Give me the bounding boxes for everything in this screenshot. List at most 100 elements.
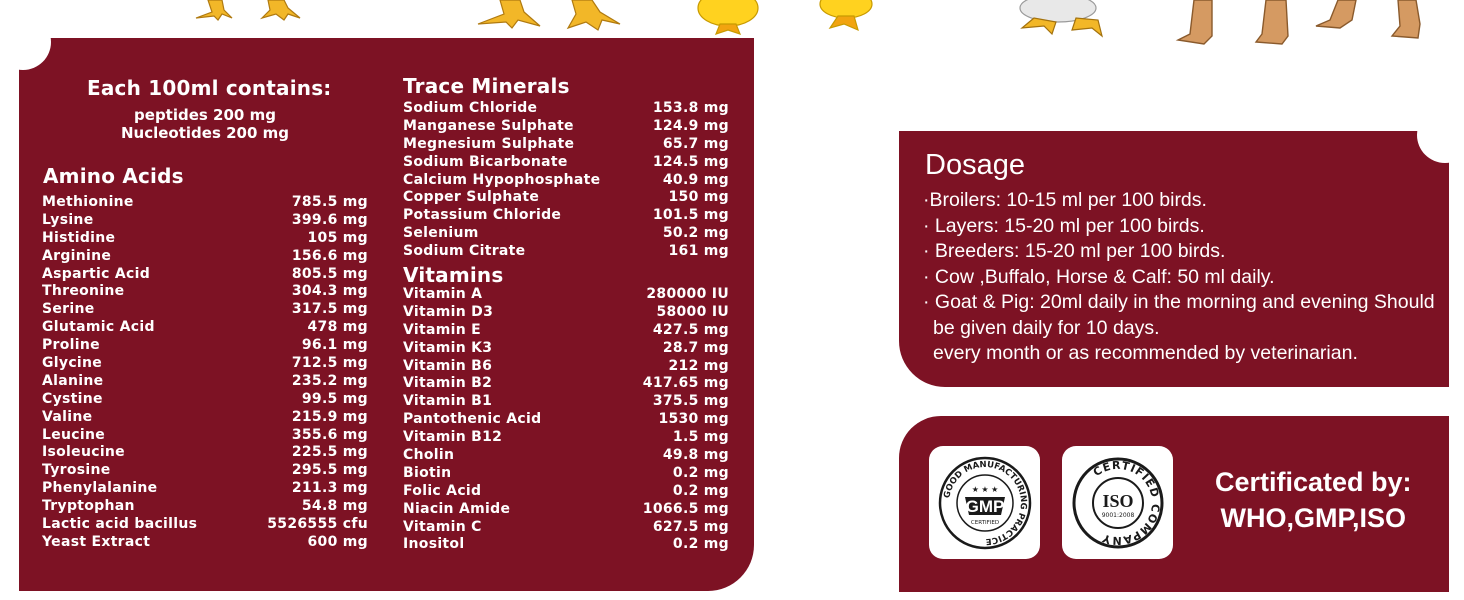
amino-acid-row-name: Lactic acid bacillus <box>42 516 198 533</box>
vitamin-row-name: Vitamin K3 <box>403 339 493 356</box>
amino-acid-row-name: Histidine <box>42 229 116 246</box>
amino-acid-row-amount: 235.2 mg <box>291 372 368 389</box>
amino-acid-row: Glutamic Acid 478 mg <box>42 319 368 337</box>
vitamin-row-name: Biotin <box>403 464 452 481</box>
iso-badge: CERTIFIED COMPANY ISO 9001:2008 <box>1062 446 1173 559</box>
amino-acid-row: Cystine 99.5 mg <box>42 391 368 409</box>
trace-mineral-row-amount: 150 mg <box>668 189 729 206</box>
vitamin-row-amount: 58000 IU <box>656 303 729 320</box>
amino-acid-row-amount: 600 mg <box>307 533 368 550</box>
trace-mineral-row-amount: 124.9 mg <box>652 117 729 134</box>
vitamin-row-name: Vitamin C <box>403 518 482 535</box>
trace-mineral-row-name: Selenium <box>403 225 479 242</box>
trace-mineral-row-name: Potassium Chloride <box>403 207 562 224</box>
amino-acid-row: Tyrosine 295.5 mg <box>42 462 368 480</box>
dosage-panel: Dosage ·Broilers: 10-15 ml per 100 birds… <box>899 107 1464 387</box>
vitamin-row-amount: 0.2 mg <box>672 536 729 553</box>
vitamin-row-amount: 1530 mg <box>658 411 729 428</box>
gmp-badge: GOOD MANUFACTURING PRACTICE GMP CERTIFIE… <box>929 446 1040 559</box>
amino-acid-row: Yeast Extract 600 mg <box>42 534 368 552</box>
amino-acid-row: Threonine 304.3 mg <box>42 283 368 301</box>
amino-acid-row-name: Glycine <box>42 355 103 372</box>
vitamin-row-amount: 375.5 mg <box>652 393 729 410</box>
dosage-line-cattle: · Cow ,Buffalo, Horse & Calf: 50 ml dail… <box>923 265 1275 288</box>
certification-statement: Certificated by: WHO,GMP,ISO <box>1215 464 1412 536</box>
dosage-line-frequency: every month or as recommended by veterin… <box>933 342 1358 364</box>
amino-acid-row-amount: 225.5 mg <box>291 444 368 461</box>
vitamin-row: Vitamin C 627.5 mg <box>403 519 729 537</box>
dosage-title: Dosage <box>925 149 1025 181</box>
vitamin-row: Biotin 0.2 mg <box>403 465 729 483</box>
amino-acid-row-amount: 54.8 mg <box>301 498 368 515</box>
trace-mineral-row: Potassium Chloride 101.5 mg <box>403 207 729 225</box>
amino-acid-row-amount: 785.5 mg <box>291 194 368 210</box>
amino-acid-row-name: Serine <box>42 301 95 318</box>
amino-acid-row: Aspartic Acid 805.5 mg <box>42 266 368 284</box>
amino-acid-row: Tryptophan 54.8 mg <box>42 498 368 516</box>
vitamin-row: Vitamin B6 212 mg <box>403 358 729 376</box>
amino-acid-row: Serine 317.5 mg <box>42 301 368 319</box>
trace-mineral-row-name: Sodium Bicarbonate <box>403 153 568 170</box>
amino-acid-row: Glycine 712.5 mg <box>42 355 368 373</box>
amino-acid-row-amount: 211.3 mg <box>291 480 368 497</box>
amino-acid-row-amount: 99.5 mg <box>301 390 368 407</box>
dosage-instructions: ·Broilers: 10-15 ml per 100 birds. · Lay… <box>923 188 1435 367</box>
animal-illustration-strip <box>0 0 1464 48</box>
amino-acid-row-amount: 355.6 mg <box>291 426 368 443</box>
amino-acid-row-amount: 295.5 mg <box>291 462 368 479</box>
amino-acid-row: Isoleucine 225.5 mg <box>42 444 368 462</box>
vitamins-heading: Vitamins <box>403 263 504 287</box>
amino-acid-row: Lactic acid bacillus 5526555 cfu <box>42 516 368 534</box>
amino-acid-row-name: Phenylalanine <box>42 480 158 497</box>
vitamin-row: Vitamin A 280000 IU <box>403 286 729 304</box>
certification-bodies: WHO,GMP,ISO <box>1220 503 1407 533</box>
vitamin-row: Vitamin B2 417.65 mg <box>403 375 729 393</box>
vitamin-row: Cholin 49.8 mg <box>403 447 729 465</box>
amino-acid-row: Leucine 355.6 mg <box>42 427 368 445</box>
trace-mineral-row-amount: 65.7 mg <box>662 135 729 152</box>
chick-feet-icon <box>195 0 301 21</box>
amino-acid-row-name: Aspartic Acid <box>42 265 151 282</box>
vitamin-row-name: Inositol <box>403 536 465 553</box>
vitamin-row: Vitamin B12 1.5 mg <box>403 429 729 447</box>
certification-label: Certificated by: <box>1215 467 1412 497</box>
amino-acid-row-name: Tryptophan <box>42 498 135 515</box>
amino-acid-row-name: Yeast Extract <box>42 533 151 550</box>
amino-acid-row-amount: 5526555 cfu <box>267 516 368 533</box>
amino-acid-row: Alanine 235.2 mg <box>42 373 368 391</box>
trace-mineral-row: Sodium Citrate 161 mg <box>403 243 729 261</box>
dosage-line-layers: · Layers: 15-20 ml per 100 birds. <box>923 214 1205 237</box>
vitamin-row: Vitamin K3 28.7 mg <box>403 340 729 358</box>
amino-acid-row: Methionine 785.5 mg <box>42 194 368 212</box>
dosage-line-duration: be given daily for 10 days. <box>933 316 1160 339</box>
amino-acid-row: Arginine 156.6 mg <box>42 248 368 266</box>
vitamin-row: Inositol 0.2 mg <box>403 536 729 554</box>
chick-icon <box>697 0 873 35</box>
trace-mineral-row-amount: 40.9 mg <box>662 171 729 188</box>
vitamin-row-name: Vitamin B12 <box>403 429 503 446</box>
trace-mineral-row: Selenium 50.2 mg <box>403 225 729 243</box>
gmp-seal-icon: GOOD MANUFACTURING PRACTICE GMP CERTIFIE… <box>938 456 1031 549</box>
trace-minerals-heading: Trace Minerals <box>403 74 570 98</box>
trace-mineral-row: Sodium Chloride 153.8 mg <box>403 100 729 118</box>
amino-acid-row-amount: 399.6 mg <box>291 211 368 228</box>
vitamin-row: Folic Acid 0.2 mg <box>403 483 729 501</box>
vitamin-row-amount: 417.65 mg <box>642 375 729 392</box>
vitamin-row: Pantothenic Acid 1530 mg <box>403 411 729 429</box>
iso-center-text: ISO <box>1102 491 1133 511</box>
amino-acid-row-amount: 478 mg <box>307 319 368 336</box>
amino-acid-row-name: Arginine <box>42 247 112 264</box>
vitamin-row-name: Vitamin B6 <box>403 357 493 374</box>
amino-acid-row-amount: 304.3 mg <box>291 283 368 300</box>
amino-acid-row-name: Isoleucine <box>42 444 125 461</box>
trace-mineral-row-name: Copper Sulphate <box>403 189 540 206</box>
vitamin-row-name: Niacin Amide <box>403 500 511 517</box>
trace-mineral-row: Manganese Sulphate 124.9 mg <box>403 118 729 136</box>
amino-acid-row-amount: 96.1 mg <box>301 337 368 354</box>
trace-mineral-row-name: Megnesium Sulphate <box>403 135 575 152</box>
iso-seal-icon: CERTIFIED COMPANY ISO 9001:2008 <box>1072 457 1163 548</box>
trace-mineral-row: Copper Sulphate 150 mg <box>403 189 729 207</box>
gmp-sub-text: CERTIFIED <box>970 520 998 526</box>
composition-title: Each 100ml contains: <box>87 76 332 100</box>
gmp-center-text: GMP <box>965 497 1004 516</box>
